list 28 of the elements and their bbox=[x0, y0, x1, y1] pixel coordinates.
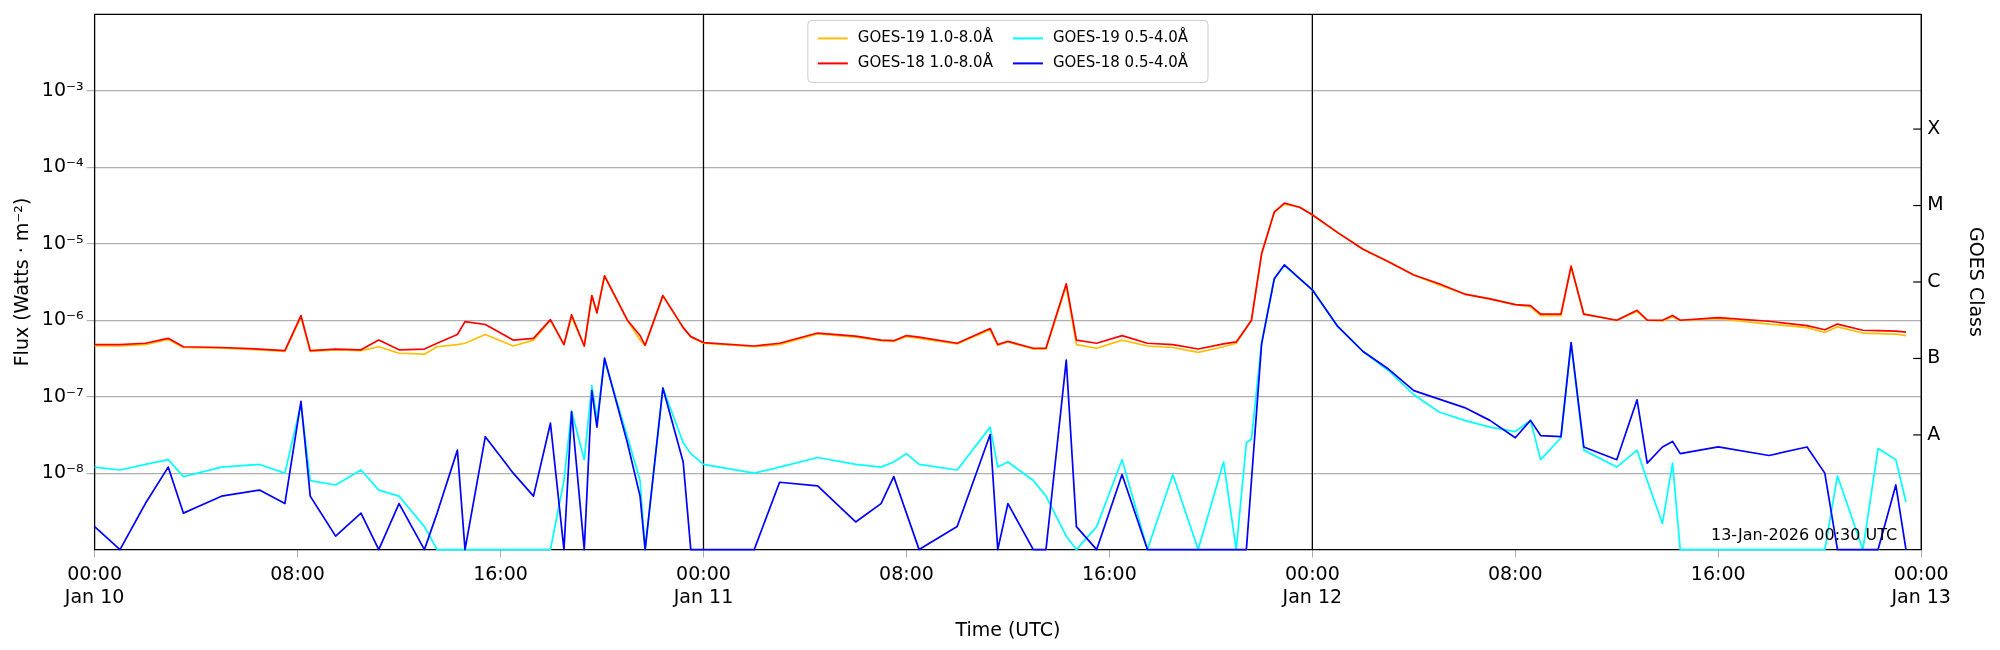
text: B bbox=[1927, 345, 1941, 368]
x-tick-label: 16:00 bbox=[1082, 561, 1137, 584]
legend-label: GOES-19 0.5-4.0Å bbox=[1052, 27, 1189, 47]
x-tick-label: 08:00 bbox=[1487, 561, 1543, 584]
y-tick-label: 10⁻⁸ bbox=[41, 460, 84, 483]
legend-label: GOES-18 0.5-4.0Å bbox=[1052, 52, 1189, 72]
x-tick-label: 00:00 Jan 13 bbox=[1890, 561, 1951, 607]
y-tick-label: 10⁻⁵ bbox=[41, 230, 84, 253]
y-tick-label: 10⁻⁶ bbox=[41, 307, 84, 330]
text: X bbox=[1927, 116, 1941, 139]
x-tick-label: 08:00 bbox=[270, 561, 325, 584]
text: M bbox=[1927, 192, 1944, 215]
x-tick-label: 00:00 Jan 11 bbox=[672, 561, 734, 607]
x-tick-label: 00:00 Jan 12 bbox=[1281, 561, 1343, 607]
y-tick-label: 10⁻³ bbox=[41, 77, 84, 100]
x-tick-label: 16:00 bbox=[473, 561, 528, 584]
legend-label: GOES-18 1.0-8.0Å bbox=[857, 52, 994, 72]
y-axis-title: Flux (Watts · m⁻²) bbox=[10, 197, 33, 367]
x-tick-label: 16:00 bbox=[1690, 561, 1746, 584]
x-tick-label: 08:00 bbox=[879, 561, 934, 584]
y-tick-label: 10⁻⁴ bbox=[41, 154, 84, 177]
x-axis-title: Time (UTC) bbox=[954, 617, 1061, 640]
text: A bbox=[1927, 421, 1941, 444]
x-tick-label: 00:00 Jan 10 bbox=[63, 561, 125, 607]
legend-label: GOES-19 1.0-8.0Å bbox=[857, 27, 994, 47]
y2-axis-title: GOES Class bbox=[1965, 227, 1988, 337]
text: C bbox=[1927, 268, 1941, 291]
y-tick-label: 10⁻⁷ bbox=[41, 383, 84, 406]
